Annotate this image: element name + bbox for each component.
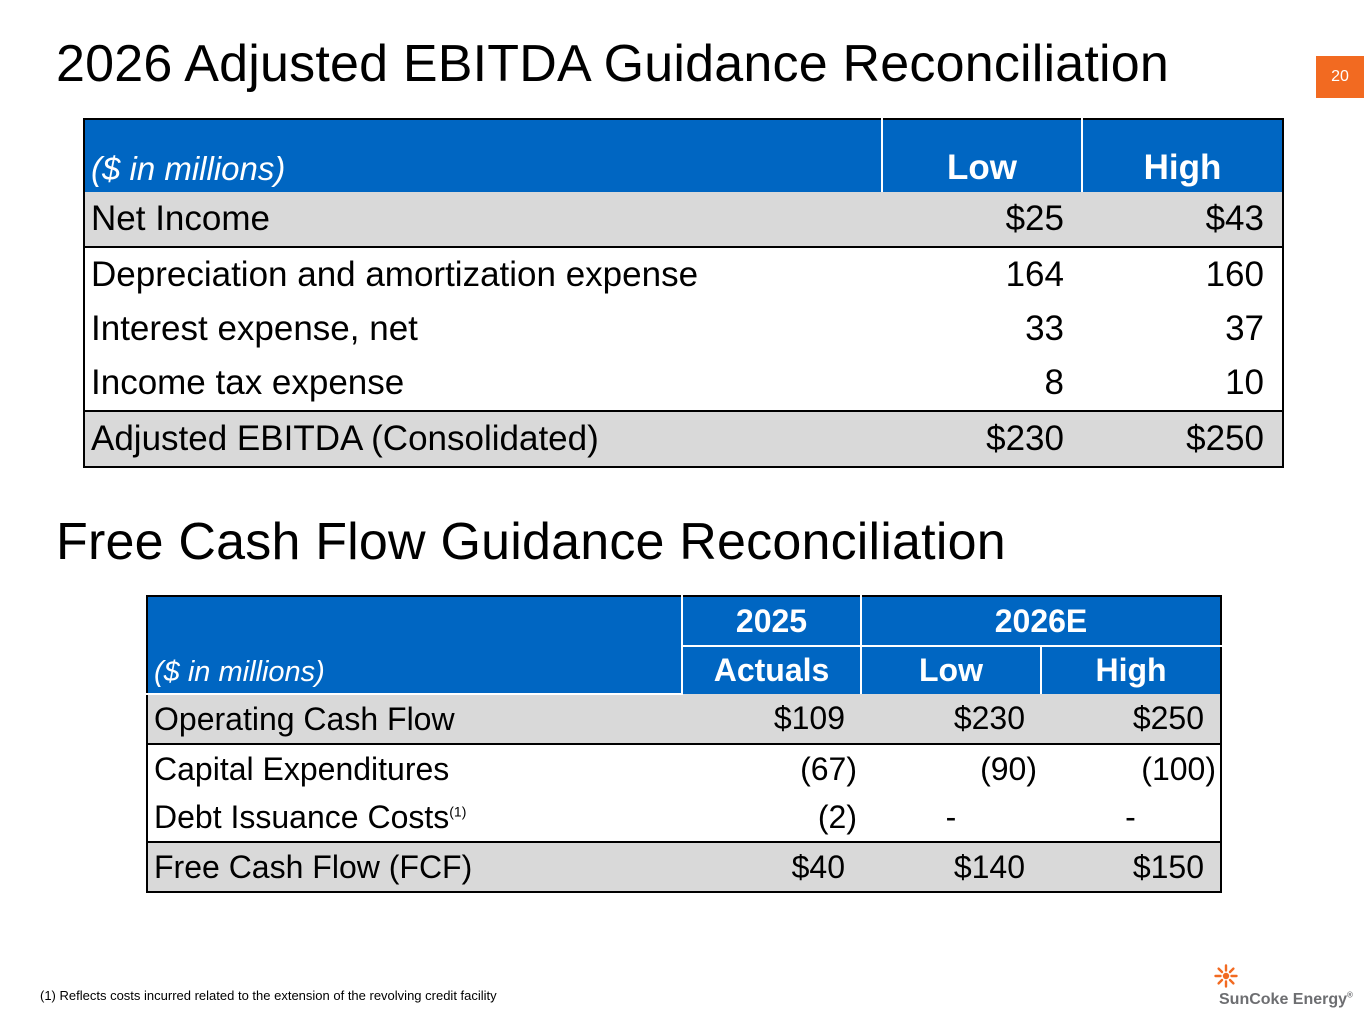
- column-header-low: Low: [882, 119, 1083, 192]
- row-label-cell: Debt Issuance Costs(1): [147, 793, 682, 842]
- table-row: Capital Expenditures (67) (90) (100): [147, 743, 1221, 793]
- low-value: -: [945, 798, 957, 835]
- table-row-total: Free Cash Flow (FCF) $40 $140 $150: [147, 841, 1221, 892]
- low-value: $230: [861, 694, 1041, 744]
- table-header-row: ($ in millions) Low High: [84, 119, 1283, 192]
- footnote: (1) Reflects costs incurred related to t…: [40, 988, 497, 1003]
- low-value: 33: [1025, 309, 1064, 348]
- column-header-high: High: [1095, 652, 1167, 688]
- table-row: Operating Cash Flow $109 $230 $250: [147, 694, 1221, 744]
- column-header-high: High: [1143, 148, 1222, 187]
- low-value: 8: [1044, 363, 1064, 402]
- high-value: (100): [1041, 743, 1221, 793]
- fcf-title: Free Cash Flow Guidance Reconciliation: [56, 513, 1006, 571]
- column-header-actuals: Actuals: [682, 646, 862, 694]
- row-label: Net Income: [84, 192, 882, 247]
- column-header-2026e: 2026E: [861, 596, 1221, 647]
- high-value: 10: [1225, 363, 1264, 402]
- ebitda-title: 2026 Adjusted EBITDA Guidance Reconcilia…: [56, 35, 1170, 93]
- row-label: Free Cash Flow (FCF): [147, 841, 682, 892]
- registered-mark: ®: [1347, 990, 1353, 1000]
- high-value: $250: [1082, 410, 1283, 467]
- high-value: 37: [1225, 309, 1264, 348]
- row-label: Interest expense, net: [91, 309, 418, 348]
- actuals-value: $109: [682, 694, 861, 744]
- actuals-value: (67): [682, 743, 861, 793]
- actuals-value: $40: [682, 841, 861, 892]
- table-row: Income tax expense 8 10: [84, 356, 1283, 411]
- row-label: Debt Issuance Costs: [154, 798, 450, 835]
- units-label: ($ in millions): [147, 596, 683, 695]
- actuals-value: (2): [817, 798, 857, 835]
- table-header-row: ($ in millions) 2025 2026E: [147, 596, 1221, 695]
- row-label: Capital Expenditures: [147, 743, 682, 793]
- ebitda-reconciliation-table: ($ in millions) Low High Net Income $25 …: [83, 118, 1284, 468]
- row-label: Depreciation and amortization expense: [84, 246, 882, 302]
- table-row: Net Income $25 $43: [84, 192, 1283, 247]
- high-value: 160: [1082, 246, 1283, 302]
- low-value: 164: [882, 246, 1082, 302]
- table-row: Interest expense, net 33 37: [84, 302, 1283, 356]
- table-row: Debt Issuance Costs(1) (2) - -: [147, 793, 1221, 842]
- column-header-2025: 2025: [682, 596, 862, 647]
- suncoke-logo: SunCoke Energy®: [1208, 964, 1358, 1014]
- units-label: ($ in millions): [84, 119, 883, 192]
- table-row: Depreciation and amortization expense 16…: [84, 246, 1283, 302]
- high-value: $150: [1041, 841, 1221, 892]
- low-value: $140: [861, 841, 1041, 892]
- fcf-reconciliation-table: ($ in millions) 2025 2026E Actuals Low H…: [146, 595, 1222, 893]
- low-value: (90): [861, 743, 1041, 793]
- high-value: $250: [1041, 694, 1221, 744]
- sun-icon: [1214, 964, 1238, 988]
- low-value: $25: [882, 192, 1082, 247]
- brand-name: SunCoke Energy®: [1219, 991, 1353, 1009]
- page-number-badge: 20: [1316, 56, 1364, 98]
- column-header-low: Low: [861, 646, 1042, 694]
- row-label: Income tax expense: [91, 363, 405, 402]
- low-value: $230: [882, 410, 1082, 467]
- row-label: Adjusted EBITDA (Consolidated): [84, 410, 882, 467]
- table-row-total: Adjusted EBITDA (Consolidated) $230 $250: [84, 410, 1283, 467]
- row-label: Operating Cash Flow: [147, 694, 682, 744]
- footnote-ref: (1): [449, 802, 467, 819]
- high-value: -: [1125, 798, 1136, 835]
- high-value: $43: [1082, 192, 1283, 247]
- brand-text: SunCoke Energy: [1219, 991, 1348, 1008]
